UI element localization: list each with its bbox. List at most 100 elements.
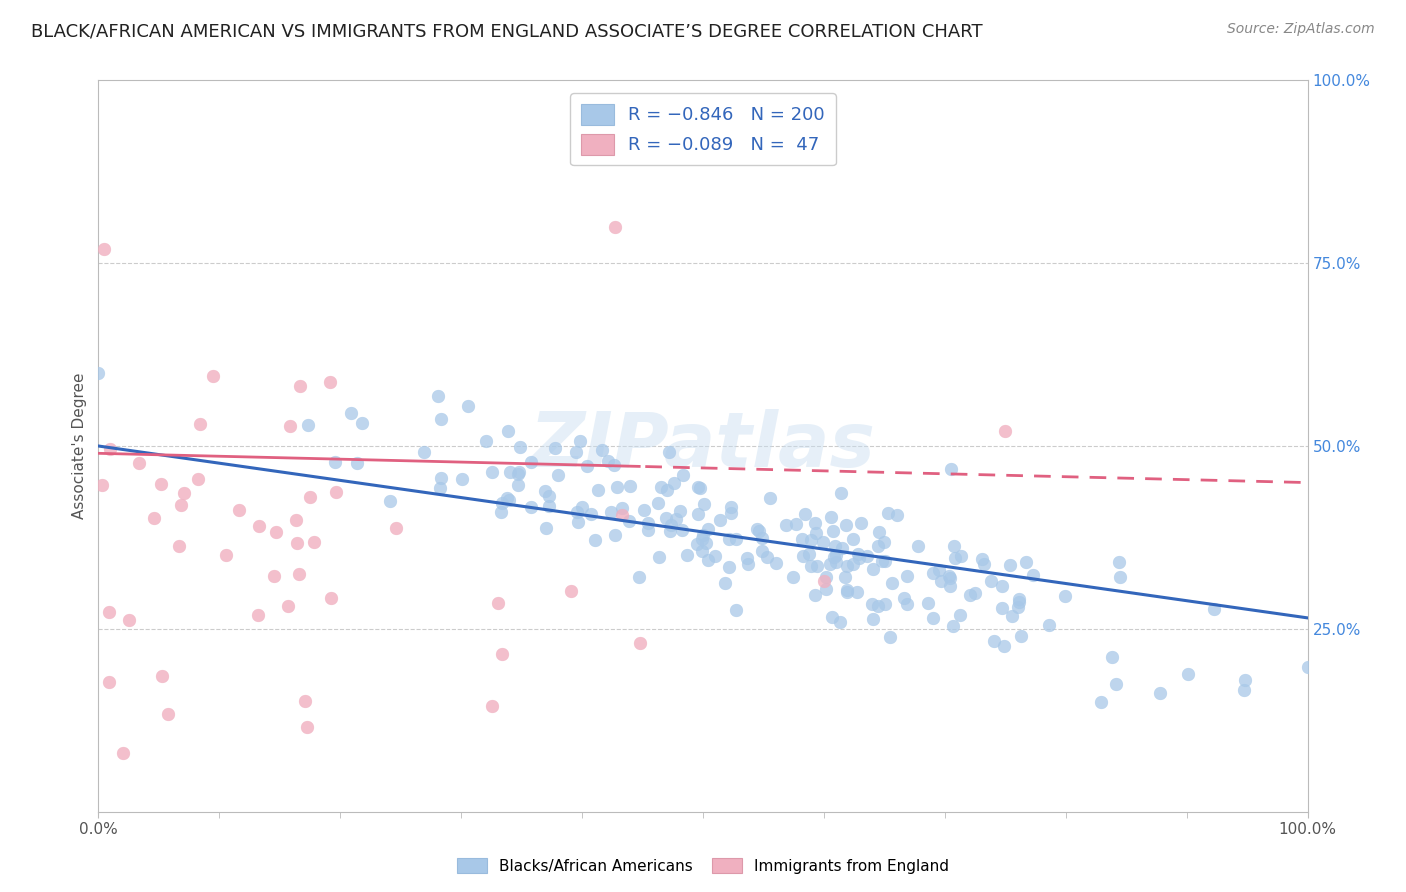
Point <box>696 523 718 537</box>
Point <box>294 694 316 708</box>
Point <box>823 550 845 565</box>
Point <box>538 489 561 503</box>
Point <box>797 547 820 561</box>
Point <box>998 558 1021 573</box>
Point <box>879 630 901 644</box>
Point <box>868 525 890 540</box>
Point <box>284 513 307 527</box>
Point <box>302 535 325 549</box>
Point <box>991 579 1014 593</box>
Point <box>835 518 858 533</box>
Point <box>1010 629 1032 643</box>
Point <box>831 541 853 555</box>
Point <box>650 480 672 494</box>
Point <box>662 476 685 491</box>
Point <box>97 605 120 619</box>
Point <box>430 471 453 485</box>
Point <box>319 375 342 389</box>
Point <box>830 486 852 500</box>
Point <box>737 557 759 571</box>
Point <box>725 603 748 617</box>
Point <box>860 598 883 612</box>
Point <box>537 500 560 514</box>
Point <box>633 503 655 517</box>
Point <box>228 502 250 516</box>
Point <box>149 476 172 491</box>
Point <box>277 599 299 614</box>
Point <box>246 608 269 623</box>
Point <box>215 548 238 562</box>
Point <box>346 457 368 471</box>
Point <box>806 558 828 573</box>
Point <box>806 526 828 541</box>
Point <box>704 549 727 563</box>
Point <box>872 554 894 568</box>
Point <box>794 507 817 521</box>
Point <box>565 445 588 459</box>
Point <box>591 443 613 458</box>
Point <box>873 535 896 549</box>
Point <box>821 610 844 624</box>
Point <box>709 512 731 526</box>
Point <box>814 582 837 596</box>
Point <box>846 547 869 561</box>
Point <box>619 479 641 493</box>
Point <box>837 559 859 574</box>
Point <box>605 527 627 541</box>
Point <box>845 584 868 599</box>
Point <box>1054 589 1077 603</box>
Point <box>339 406 361 420</box>
Point <box>714 576 737 591</box>
Point <box>942 619 965 633</box>
Point <box>190 417 212 431</box>
Point <box>748 524 770 538</box>
Point <box>297 417 319 432</box>
Point <box>983 634 1005 648</box>
Point <box>628 570 651 584</box>
Point <box>278 419 301 434</box>
Point <box>1001 609 1024 624</box>
Point <box>475 434 498 449</box>
Point <box>499 465 522 479</box>
Point <box>1008 591 1031 606</box>
Point <box>866 540 889 554</box>
Point <box>87 366 110 380</box>
Point <box>1109 570 1132 584</box>
Point <box>862 562 884 576</box>
Point <box>605 219 627 234</box>
Point <box>491 496 513 510</box>
Point <box>1090 695 1112 709</box>
Legend: R = −0.846   N = 200, R = −0.089   N =  47: R = −0.846 N = 200, R = −0.089 N = 47 <box>571 93 835 165</box>
Point <box>93 242 115 256</box>
Point <box>520 500 543 515</box>
Point <box>921 611 943 625</box>
Point <box>288 566 311 581</box>
Point <box>1233 673 1256 687</box>
Point <box>602 458 624 472</box>
Point <box>886 508 908 522</box>
Point <box>547 468 569 483</box>
Point <box>1007 600 1029 615</box>
Point <box>655 511 678 525</box>
Point <box>457 399 479 413</box>
Point <box>619 514 641 528</box>
Point <box>824 539 846 553</box>
Point <box>481 466 503 480</box>
Point <box>751 531 773 545</box>
Point <box>1108 555 1130 569</box>
Legend: Blacks/African Americans, Immigrants from England: Blacks/African Americans, Immigrants fro… <box>450 852 956 880</box>
Point <box>451 472 474 486</box>
Point <box>610 501 633 516</box>
Point <box>993 639 1015 653</box>
Point <box>813 574 835 588</box>
Point <box>815 570 838 584</box>
Point <box>1296 660 1319 674</box>
Point <box>534 521 557 535</box>
Point <box>830 615 852 630</box>
Point <box>922 566 945 581</box>
Point <box>430 411 453 425</box>
Point <box>856 549 879 563</box>
Point <box>877 506 900 520</box>
Point <box>567 515 589 529</box>
Point <box>285 536 308 550</box>
